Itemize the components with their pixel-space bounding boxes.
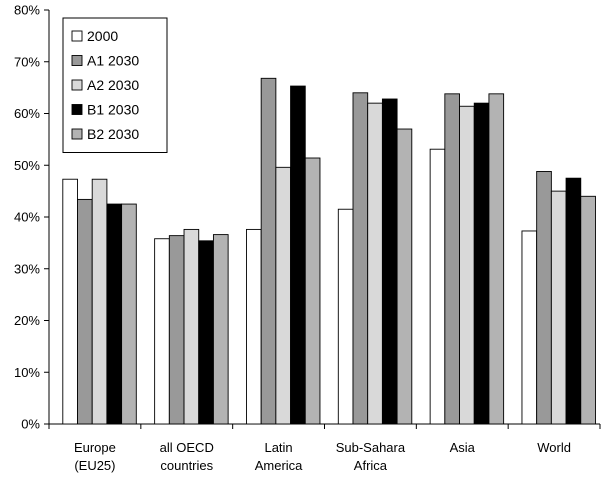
x-category-label: Africa <box>354 458 388 473</box>
x-category-label: countries <box>160 458 213 473</box>
bar <box>198 240 214 425</box>
x-category-label: all OECD <box>160 440 214 455</box>
bar <box>429 148 446 425</box>
bar <box>77 198 93 425</box>
bar <box>488 93 505 425</box>
y-tick-label: 30% <box>14 261 40 276</box>
bar <box>565 177 582 425</box>
y-tick-label: 80% <box>14 3 40 18</box>
bar <box>459 105 475 425</box>
legend-label: B1 2030 <box>87 102 139 118</box>
bar <box>352 92 369 425</box>
y-tick-label: 60% <box>14 106 40 121</box>
bar <box>381 98 398 425</box>
legend-label: A2 2030 <box>87 77 139 93</box>
bar <box>106 203 123 425</box>
bar <box>121 203 137 425</box>
bar <box>444 93 460 425</box>
bar <box>337 208 354 425</box>
x-category-label: Sub-Sahara <box>336 440 406 455</box>
bar <box>212 234 229 425</box>
bar <box>183 228 200 425</box>
bar <box>304 157 321 425</box>
x-category-label: (EU25) <box>74 458 115 473</box>
x-axis-labels: Europe (EU25) all OECD countries Latin Americ… <box>74 440 571 473</box>
x-category-label: America <box>255 458 303 473</box>
bar <box>473 102 490 425</box>
legend-swatch <box>71 79 83 91</box>
x-category-label: Europe <box>74 440 116 455</box>
x-category-label: World <box>537 440 571 455</box>
bar <box>521 230 538 425</box>
legend-swatch <box>71 104 83 115</box>
bar <box>62 178 78 425</box>
x-category-label: Asia <box>450 440 476 455</box>
bar <box>154 238 170 425</box>
bar <box>275 166 292 425</box>
legend-swatch <box>71 30 83 42</box>
y-tick-label: 0% <box>21 417 40 432</box>
axes: 0% 10% 20% 30% 40% 50% 60% 70% 80% <box>14 3 601 432</box>
y-tick-label: 20% <box>14 313 40 328</box>
bar <box>168 235 185 425</box>
bar <box>367 102 383 425</box>
legend: 2000 A1 2030 A2 2030 B1 2030 B2 2030 <box>62 17 168 153</box>
legend-label: A1 2030 <box>87 53 139 69</box>
y-tick-label: 70% <box>14 54 40 69</box>
bar <box>91 178 108 425</box>
bar <box>246 228 262 425</box>
legend-label: 2000 <box>87 28 118 44</box>
legend-swatch <box>71 55 83 66</box>
legend-label: B2 2030 <box>87 126 139 142</box>
bar <box>396 128 413 425</box>
y-tick-label: 50% <box>14 158 40 173</box>
y-tick-label: 10% <box>14 365 40 380</box>
bar <box>550 190 567 425</box>
bar <box>536 171 552 425</box>
y-tick-label: 40% <box>14 210 40 225</box>
bar <box>580 195 596 425</box>
legend-swatch <box>71 128 83 140</box>
bar <box>260 77 277 425</box>
x-category-label: Latin <box>264 440 292 455</box>
bars <box>62 77 596 425</box>
bar <box>290 85 306 425</box>
